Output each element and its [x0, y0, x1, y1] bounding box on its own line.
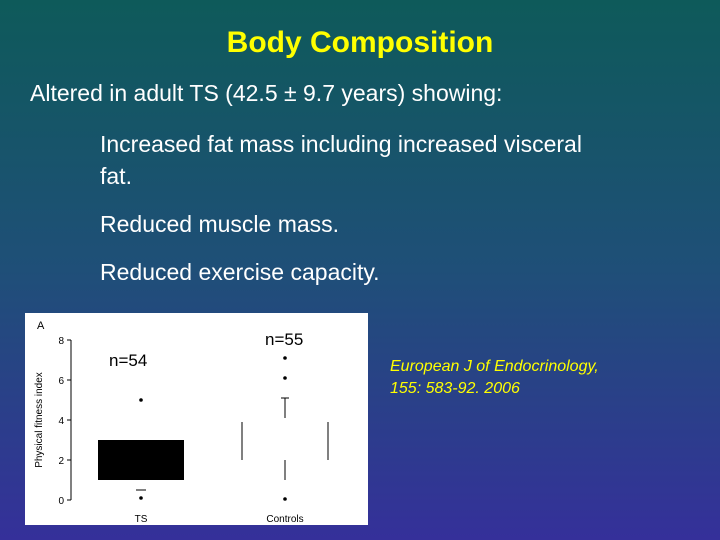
- y-tick-label: 0: [58, 496, 64, 507]
- outlier-point: [139, 398, 143, 402]
- box-plot-chart: A 0 2 4 6 8 Physical fitness index TS Controls n=…: [25, 313, 368, 525]
- bullet-list: Increased fat mass including increased v…: [100, 128, 620, 304]
- outlier-point: [283, 376, 287, 380]
- slide-title: Body Composition: [226, 26, 494, 59]
- intro-text: Altered in adult TS (42.5 ± 9.7 years) s…: [30, 80, 503, 106]
- citation-line-1: European J of Endocrinology,: [390, 358, 599, 375]
- citation: European J of Endocrinology, 155: 583-92…: [390, 356, 690, 400]
- y-tick-label: 6: [58, 376, 64, 387]
- box-ts: [98, 440, 184, 480]
- y-tick-label: 4: [58, 416, 64, 427]
- x-category-label: Controls: [266, 514, 303, 525]
- bullet-item: Increased fat mass including increased v…: [100, 131, 582, 189]
- bullet-item: Reduced muscle mass.: [100, 211, 340, 237]
- citation-line-2: 155: 583-92. 2006: [390, 380, 520, 397]
- y-tick-label: 2: [58, 456, 64, 467]
- n-label-ts: n=54: [109, 351, 147, 370]
- panel-label: A: [37, 320, 45, 332]
- y-axis-label: Physical fitness index: [34, 372, 45, 468]
- n-label-controls: n=55: [265, 330, 303, 349]
- chart-svg: A 0 2 4 6 8 Physical fitness index TS Controls n=…: [34, 320, 329, 525]
- outlier-point: [283, 356, 287, 360]
- x-category-label: TS: [135, 514, 148, 525]
- bullet-item: Reduced exercise capacity.: [100, 259, 380, 285]
- outlier-point: [283, 497, 287, 501]
- y-tick-label: 8: [58, 336, 64, 347]
- outlier-point: [139, 496, 143, 500]
